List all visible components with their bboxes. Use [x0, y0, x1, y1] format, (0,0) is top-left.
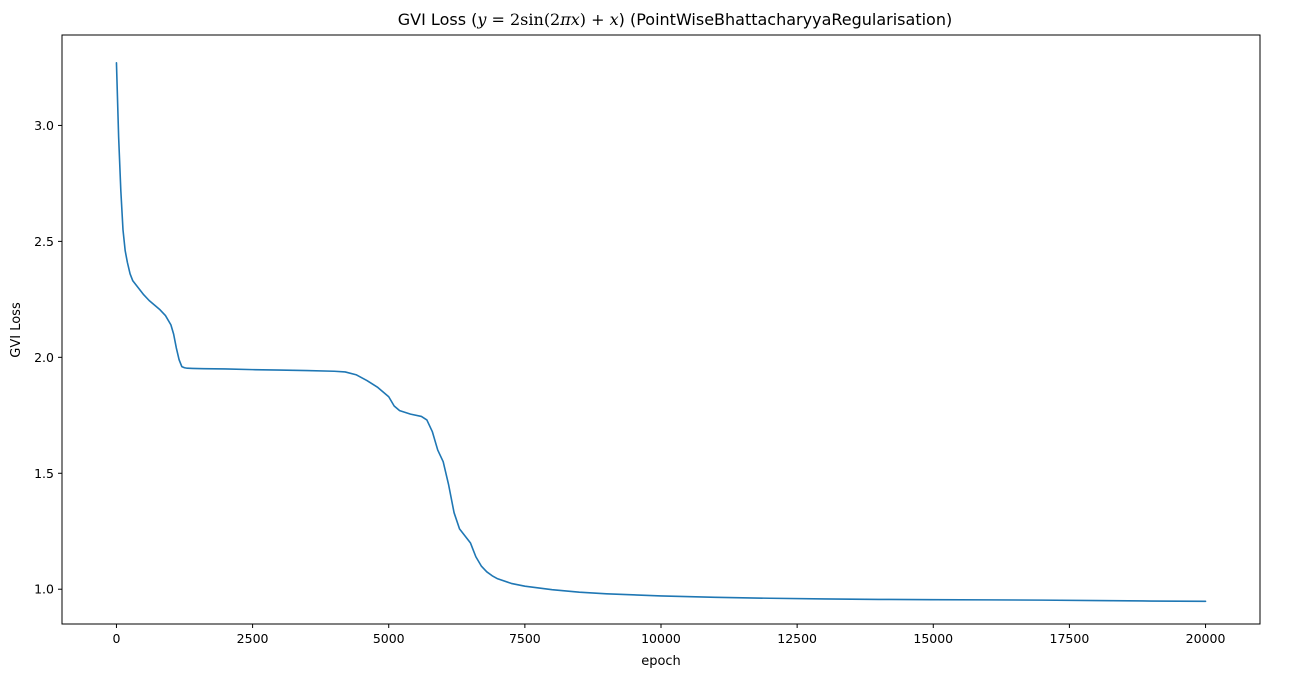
title-math-eq: = 2 [486, 10, 520, 29]
x-tick-label: 20000 [1186, 631, 1226, 646]
y-tick-label: 2.0 [34, 350, 54, 365]
x-tick-label: 0 [112, 631, 120, 646]
series-line-0 [115, 62, 1207, 603]
title-math-x2: x [610, 10, 619, 29]
chart-title: GVI Loss (y = 2sin(2πx) + x) (PointWiseB… [398, 10, 952, 29]
plot-area-frame [61, 34, 1261, 625]
y-axis-label: GVI Loss [9, 302, 24, 358]
y-tick-label: 3.0 [34, 118, 54, 133]
x-tick-label: 10000 [641, 631, 681, 646]
x-tick-label: 5000 [373, 631, 405, 646]
x-tick-label: 17500 [1050, 631, 1090, 646]
x-axis-ticks: 0 2500 5000 7500 10000 12500 15000 17500 20000 [112, 624, 1225, 646]
title-math-sin: sin [520, 10, 544, 29]
title-suffix: ) (PointWiseBhattacharyyaRegularisation) [619, 10, 953, 29]
title-math-pi: π [559, 10, 571, 29]
x-tick-label: 15000 [913, 631, 953, 646]
title-prefix: GVI Loss ( [398, 10, 478, 29]
title-math-x1: x [571, 10, 580, 29]
x-axis-label: epoch [641, 654, 681, 669]
y-tick-label: 1.5 [34, 466, 54, 481]
x-tick-label: 7500 [509, 631, 541, 646]
y-axis-ticks: 1.0 1.5 2.0 2.5 3.0 [34, 118, 62, 597]
series-layer [115, 62, 1207, 603]
y-tick-label: 1.0 [34, 582, 54, 597]
title-math-y: y [476, 10, 487, 29]
title-math-close: ) + [580, 10, 610, 29]
x-tick-label: 12500 [777, 631, 817, 646]
y-tick-label: 2.5 [34, 234, 54, 249]
x-tick-label: 2500 [237, 631, 269, 646]
title-math-open: (2 [544, 10, 560, 29]
